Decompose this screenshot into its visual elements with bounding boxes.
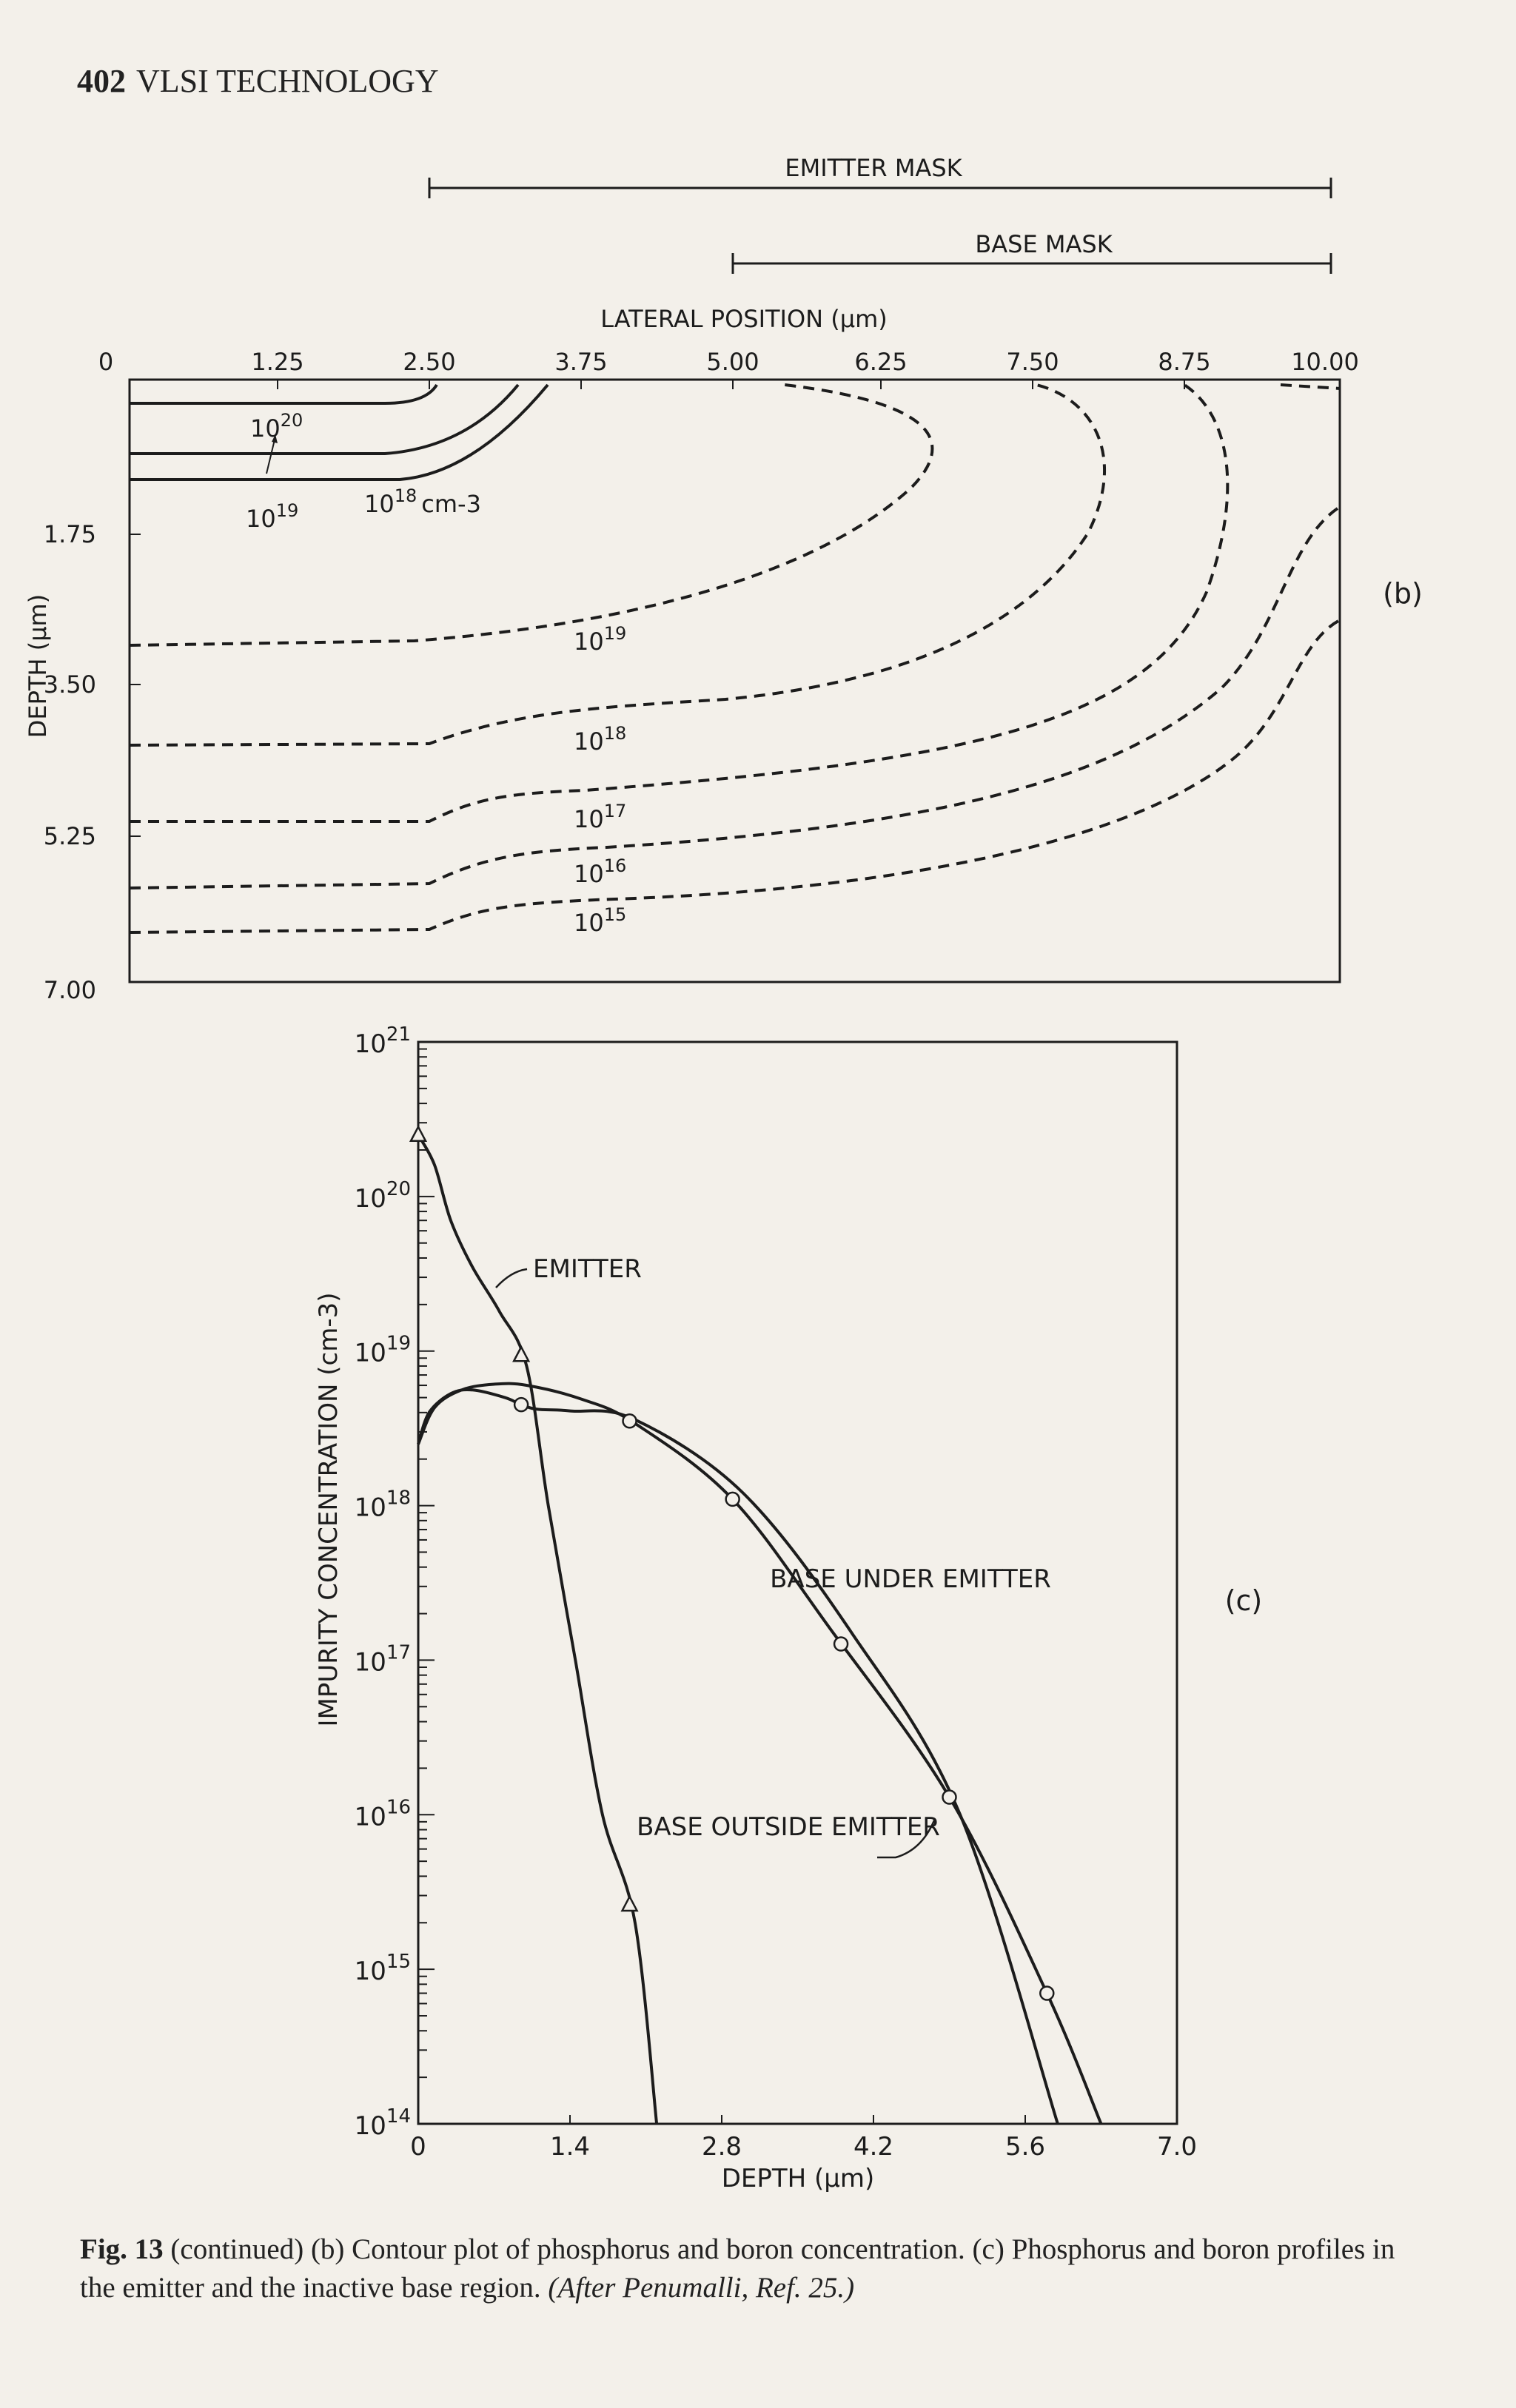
base-contour-top-right xyxy=(1280,383,1341,390)
circle-marker xyxy=(942,1789,957,1805)
contour-label-base-1e19: 1019 xyxy=(574,623,626,656)
x-tick-label: 1.25 xyxy=(251,348,303,376)
contour-label-1e19-emitter: 1019 xyxy=(246,500,298,533)
x-tick-label: 0 xyxy=(410,2132,426,2162)
emitter-contour-1e18 xyxy=(130,383,549,481)
series-line-1 xyxy=(417,1134,659,2125)
profile-markers xyxy=(409,1125,1055,2001)
x-tick-label: 5.00 xyxy=(706,348,759,376)
y-tick-label: 5.25 xyxy=(44,822,96,850)
series-label-base-outside-emitter: BASE OUTSIDE EMITTER xyxy=(637,1812,940,1842)
figure-caption: Fig. 13 (continued) (b) Contour plot of … xyxy=(80,2230,1435,2307)
x-axis-title-c: DEPTH (μm) xyxy=(722,2164,875,2193)
contour-label-base-1e15: 1015 xyxy=(574,904,626,937)
base-contour-1e19 xyxy=(129,383,934,647)
y-tick-label: 1014 xyxy=(355,2105,411,2141)
y-tick-labels-b: 1.75 3.50 5.25 7.00 xyxy=(44,520,96,1004)
contour-label-1e18-emitter: 1018 cm-3 xyxy=(364,485,481,518)
base-contour-1e16 xyxy=(129,505,1341,889)
y-tick-label: 1018 xyxy=(355,1487,411,1523)
contour-label-1e20: 1020 xyxy=(250,410,303,443)
x-tick-label: 3.75 xyxy=(554,348,607,376)
x-tick-labels-b: 0 1.25 2.50 3.75 5.00 6.25 7.50 8.75 10.… xyxy=(98,348,1359,376)
circle-marker xyxy=(833,1636,849,1652)
contour-label-base-1e16: 1016 xyxy=(574,855,626,888)
y-minor-ticks xyxy=(418,1048,435,2125)
x-tick-label: 2.50 xyxy=(403,348,455,376)
x-tick-labels-c: 0 1.4 2.8 4.2 5.6 7.0 xyxy=(410,2132,1197,2162)
x-tick-label: 1.4 xyxy=(550,2132,590,2162)
base-contour-1e17 xyxy=(130,383,1230,823)
y-tick-label: 1.75 xyxy=(44,520,96,548)
x-tick-label: 7.0 xyxy=(1157,2132,1197,2162)
page-number: 402 xyxy=(77,63,126,99)
y-axis-title-b: DEPTH (μm) xyxy=(24,594,52,738)
x-tick-label: 10.00 xyxy=(1291,348,1359,376)
x-tick-marks-c xyxy=(417,2115,1178,2124)
caption-text: (continued) (b) Contour plot of phosphor… xyxy=(80,2233,1395,2304)
series-label-base-under-emitter: BASE UNDER EMITTER xyxy=(770,1564,1051,1594)
circle-marker xyxy=(622,1413,637,1429)
x-axis-title-b: LATERAL POSITION (μm) xyxy=(600,305,888,333)
circle-marker xyxy=(725,1491,740,1507)
contour-label-base-1e17: 1017 xyxy=(574,801,626,833)
emitter-leader-line xyxy=(495,1268,528,1288)
y-tick-label: 1017 xyxy=(355,1641,411,1677)
page-header: 402 VLSI TECHNOLOGY xyxy=(77,62,439,100)
y-tick-label: 1019 xyxy=(355,1333,411,1368)
base-contour-1e15 xyxy=(129,619,1341,934)
contour-label-base-1e18: 1018 xyxy=(574,723,626,756)
x-tick-label: 0 xyxy=(98,348,113,376)
base-mask-label: BASE MASK xyxy=(975,230,1113,258)
y-axis-title-c: IMPURITY CONCENTRATION (cm-3) xyxy=(314,1292,343,1726)
caption-attribution: (After Penumalli, Ref. 25.) xyxy=(548,2272,855,2304)
x-tick-label: 7.50 xyxy=(1006,348,1059,376)
figure-b xyxy=(128,178,1341,983)
x-tick-label: 5.6 xyxy=(1005,2132,1045,2162)
triangle-marker xyxy=(409,1125,428,1142)
contour-plot-frame xyxy=(128,378,1341,983)
circle-marker xyxy=(1039,1985,1055,2001)
series-label-emitter: EMITTER xyxy=(533,1254,642,1284)
x-tick-label: 4.2 xyxy=(853,2132,893,2162)
profile-plot-frame xyxy=(417,1040,1178,2125)
y-tick-label: 3.50 xyxy=(44,670,96,699)
series-line-2 xyxy=(417,1382,1103,2125)
emitter-contour-1e19 xyxy=(130,383,520,455)
y-tick-label: 1020 xyxy=(355,1178,411,1214)
figure-c-labels: 1021 1020 1019 1018 1017 1016 1015 1014 0 1.4 2.8… xyxy=(314,1023,1262,2193)
panel-label-c: (c) xyxy=(1225,1584,1263,1617)
y-tick-labels-c: 1021 1020 1019 1018 1017 1016 1015 1014 xyxy=(355,1023,411,2141)
triangle-marker xyxy=(620,1894,639,1912)
running-title: VLSI TECHNOLOGY xyxy=(136,63,439,99)
figure-b-labels: EMITTER MASK BASE MASK LATERAL POSITION … xyxy=(24,154,1423,1004)
series-leader-lines xyxy=(495,1268,936,1859)
contour-leader-1e19 xyxy=(266,436,276,474)
base-contours xyxy=(129,383,1341,934)
y-tick-label: 1015 xyxy=(355,1951,411,1986)
emitter-mask-label: EMITTER MASK xyxy=(785,154,962,182)
contour-leader-arrowhead xyxy=(272,434,278,443)
base-contour-1e18 xyxy=(129,383,1107,747)
profile-series xyxy=(417,1134,1103,2125)
x-tick-marks xyxy=(277,380,1185,389)
y-tick-label: 7.00 xyxy=(44,976,96,1004)
y-tick-marks xyxy=(130,534,141,837)
figure-c: 1021 1020 1019 1018 1017 1016 1015 1014 0 1.4 2.8… xyxy=(314,1023,1262,2193)
x-tick-label: 2.8 xyxy=(702,2132,742,2162)
circle-marker xyxy=(513,1396,529,1413)
base-outside-leader-line xyxy=(877,1820,936,1859)
series-line-3 xyxy=(417,1388,1059,2125)
x-tick-label: 6.25 xyxy=(854,348,907,376)
y-tick-label: 1016 xyxy=(355,1796,411,1832)
panel-label-b: (b) xyxy=(1383,577,1423,610)
caption-label: Fig. 13 xyxy=(80,2233,164,2265)
y-tick-label: 1021 xyxy=(355,1023,411,1059)
triangle-marker xyxy=(512,1345,531,1362)
emitter-contour-1e20 xyxy=(130,383,438,405)
x-tick-label: 8.75 xyxy=(1158,348,1210,376)
